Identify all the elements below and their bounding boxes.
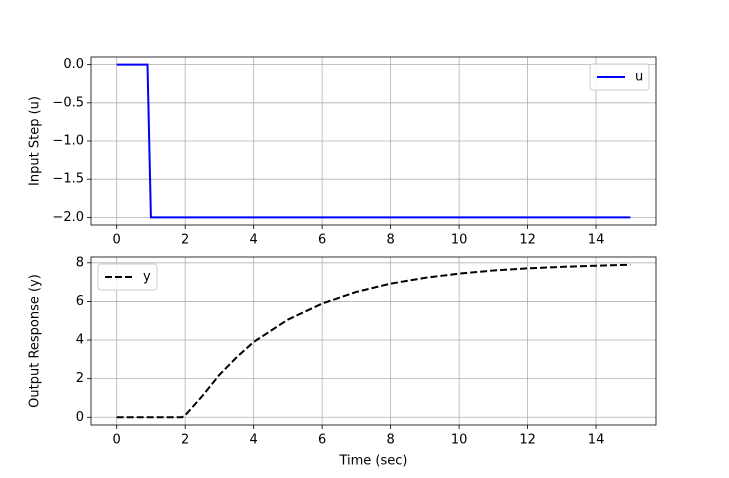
axes-frame [90,56,657,226]
y-axis-label: Input Step (u) [28,96,43,186]
y-tick-label: −1.0 [52,134,84,149]
x-axis-label: Time (sec) [338,454,407,469]
y-tick-label: 0 [76,410,84,425]
axes-frame [90,256,657,426]
series-line [116,63,631,219]
legend-label: y [143,270,151,285]
x-tick-label: 14 [588,433,605,448]
x-tick-label: 12 [519,233,536,248]
x-tick-label: 14 [588,233,605,248]
x-tick-label: 0 [113,233,121,248]
x-tick-label: 12 [519,433,536,448]
legend-label: u [635,70,643,85]
y-tick-label: 0.0 [63,57,84,72]
x-tick-label: 10 [451,233,468,248]
y-tick-label: −0.5 [52,95,84,110]
x-tick-label: 8 [386,233,394,248]
x-tick-label: 2 [181,433,189,448]
y-axis-label: Output Response (y) [28,274,43,408]
x-tick-label: 8 [386,433,394,448]
x-tick-label: 6 [318,433,326,448]
x-tick-label: 10 [451,433,468,448]
series-line [116,263,631,419]
x-tick-label: 0 [113,433,121,448]
y-tick-label: −2.0 [52,210,84,225]
y-tick-label: 4 [76,333,84,348]
y-tick-label: 2 [76,371,84,386]
y-tick-label: 8 [76,255,84,270]
x-tick-label: 6 [318,233,326,248]
y-tick-label: 6 [76,294,84,309]
x-tick-label: 4 [250,233,258,248]
x-tick-label: 2 [181,233,189,248]
y-tick-label: −1.5 [52,172,84,187]
x-tick-label: 4 [250,433,258,448]
